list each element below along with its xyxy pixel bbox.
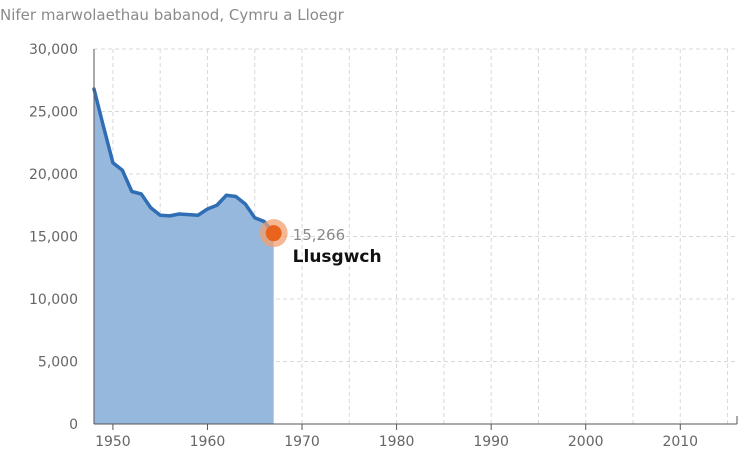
x-tick-label-1960: 1960: [190, 434, 226, 450]
y-tick-label-20000: 20,000: [29, 167, 78, 183]
series-line: [92, 87, 276, 235]
y-tick-label-25000: 25,000: [29, 105, 78, 121]
y-tick-label-10000: 10,000: [29, 292, 78, 308]
callout-value-label: 15,266: [293, 226, 346, 244]
y-tick-label-15000: 15,000: [29, 230, 78, 246]
y-tick-label-30000: 30,000: [29, 42, 78, 58]
callout-drag-label: Llusgwch: [293, 247, 382, 267]
x-tick-label-1970: 1970: [284, 434, 320, 450]
callout: 15,266 Llusgwch: [259, 219, 382, 267]
chart-title: Nifer marwolaethau babanod, Cymru a Lloe…: [0, 6, 344, 24]
area-layer: [92, 87, 276, 424]
x-tick-label-1990: 1990: [473, 434, 509, 450]
x-tick-label-2000: 2000: [568, 434, 604, 450]
x-tick-label-1980: 1980: [379, 434, 415, 450]
y-tick-label-5000: 5,000: [38, 355, 78, 371]
tick-labels: 0 5,000 10,000 15,000 20,000 25,000 30,000 1950…: [29, 42, 698, 450]
x-tick-label-2010: 2010: [662, 434, 698, 450]
axes: [93, 49, 738, 430]
x-tick-label-1950: 1950: [95, 434, 131, 450]
area-fill: [94, 89, 274, 424]
drag-handle-marker: [265, 225, 282, 242]
y-tick-label-0: 0: [69, 417, 78, 433]
